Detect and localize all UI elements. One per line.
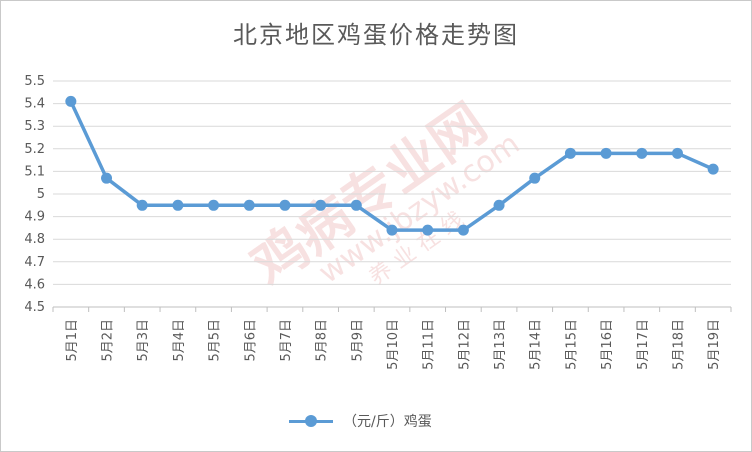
data-point bbox=[350, 199, 362, 211]
data-point bbox=[422, 224, 434, 236]
data-point bbox=[172, 199, 184, 211]
legend-label: （元/斤）鸡蛋 bbox=[343, 414, 432, 430]
x-tick-label: 5月14日 bbox=[529, 319, 544, 370]
data-point bbox=[493, 199, 505, 211]
y-tick-label: 4.9 bbox=[24, 210, 45, 225]
x-tick-label: 5月16日 bbox=[600, 319, 615, 370]
x-tick-label: 5月1日 bbox=[65, 319, 80, 362]
x-tick-label: 5月10日 bbox=[386, 319, 401, 370]
data-point bbox=[386, 224, 398, 236]
data-point bbox=[564, 147, 576, 159]
x-tick-label: 5月18日 bbox=[671, 319, 686, 370]
data-point bbox=[600, 147, 612, 159]
y-tick-label: 5.2 bbox=[24, 142, 45, 157]
data-point bbox=[529, 172, 541, 184]
series-line bbox=[69, 99, 715, 232]
x-tick-label: 5月4日 bbox=[172, 319, 187, 362]
x-tick-label: 5月5日 bbox=[208, 319, 223, 362]
y-tick-label: 4.8 bbox=[24, 232, 45, 247]
y-tick-label: 5.1 bbox=[24, 164, 45, 179]
data-point bbox=[707, 163, 719, 175]
y-tick-label: 4.6 bbox=[24, 277, 45, 292]
data-point bbox=[636, 147, 648, 159]
x-tick-label: 5月9日 bbox=[350, 319, 365, 362]
y-tick-label: 5.5 bbox=[24, 74, 45, 89]
x-tick-label: 5月3日 bbox=[136, 319, 151, 362]
data-point bbox=[457, 224, 469, 236]
x-tick-label: 5月8日 bbox=[315, 319, 330, 362]
x-tick-label: 5月7日 bbox=[279, 319, 294, 362]
x-tick-label: 5月2日 bbox=[101, 319, 116, 362]
chart-title: 北京地区鸡蛋价格走势图 bbox=[233, 21, 519, 49]
data-point bbox=[315, 199, 327, 211]
chart-legend: （元/斤）鸡蛋 bbox=[289, 411, 432, 431]
data-point bbox=[671, 147, 683, 159]
legend-marker bbox=[289, 414, 333, 427]
data-point bbox=[208, 199, 220, 211]
x-tick-label: 5月6日 bbox=[243, 319, 258, 362]
data-point bbox=[243, 199, 255, 211]
y-tick-label: 4.5 bbox=[24, 300, 45, 315]
y-tick-label: 5.3 bbox=[24, 119, 45, 134]
data-point bbox=[65, 95, 77, 107]
data-point bbox=[279, 199, 291, 211]
y-tick-label: 4.7 bbox=[24, 255, 45, 270]
y-tick-label: 5.4 bbox=[24, 97, 45, 112]
x-tick-label: 5月15日 bbox=[564, 319, 579, 370]
data-point bbox=[101, 172, 113, 184]
x-tick-label: 5月13日 bbox=[493, 319, 508, 370]
x-tick-label: 5月11日 bbox=[422, 319, 437, 370]
data-point bbox=[136, 199, 148, 211]
x-tick-label: 5月12日 bbox=[457, 319, 472, 370]
x-tick-label: 5月19日 bbox=[707, 319, 722, 370]
x-tick-label: 5月17日 bbox=[636, 319, 651, 370]
y-tick-label: 5 bbox=[37, 187, 45, 202]
